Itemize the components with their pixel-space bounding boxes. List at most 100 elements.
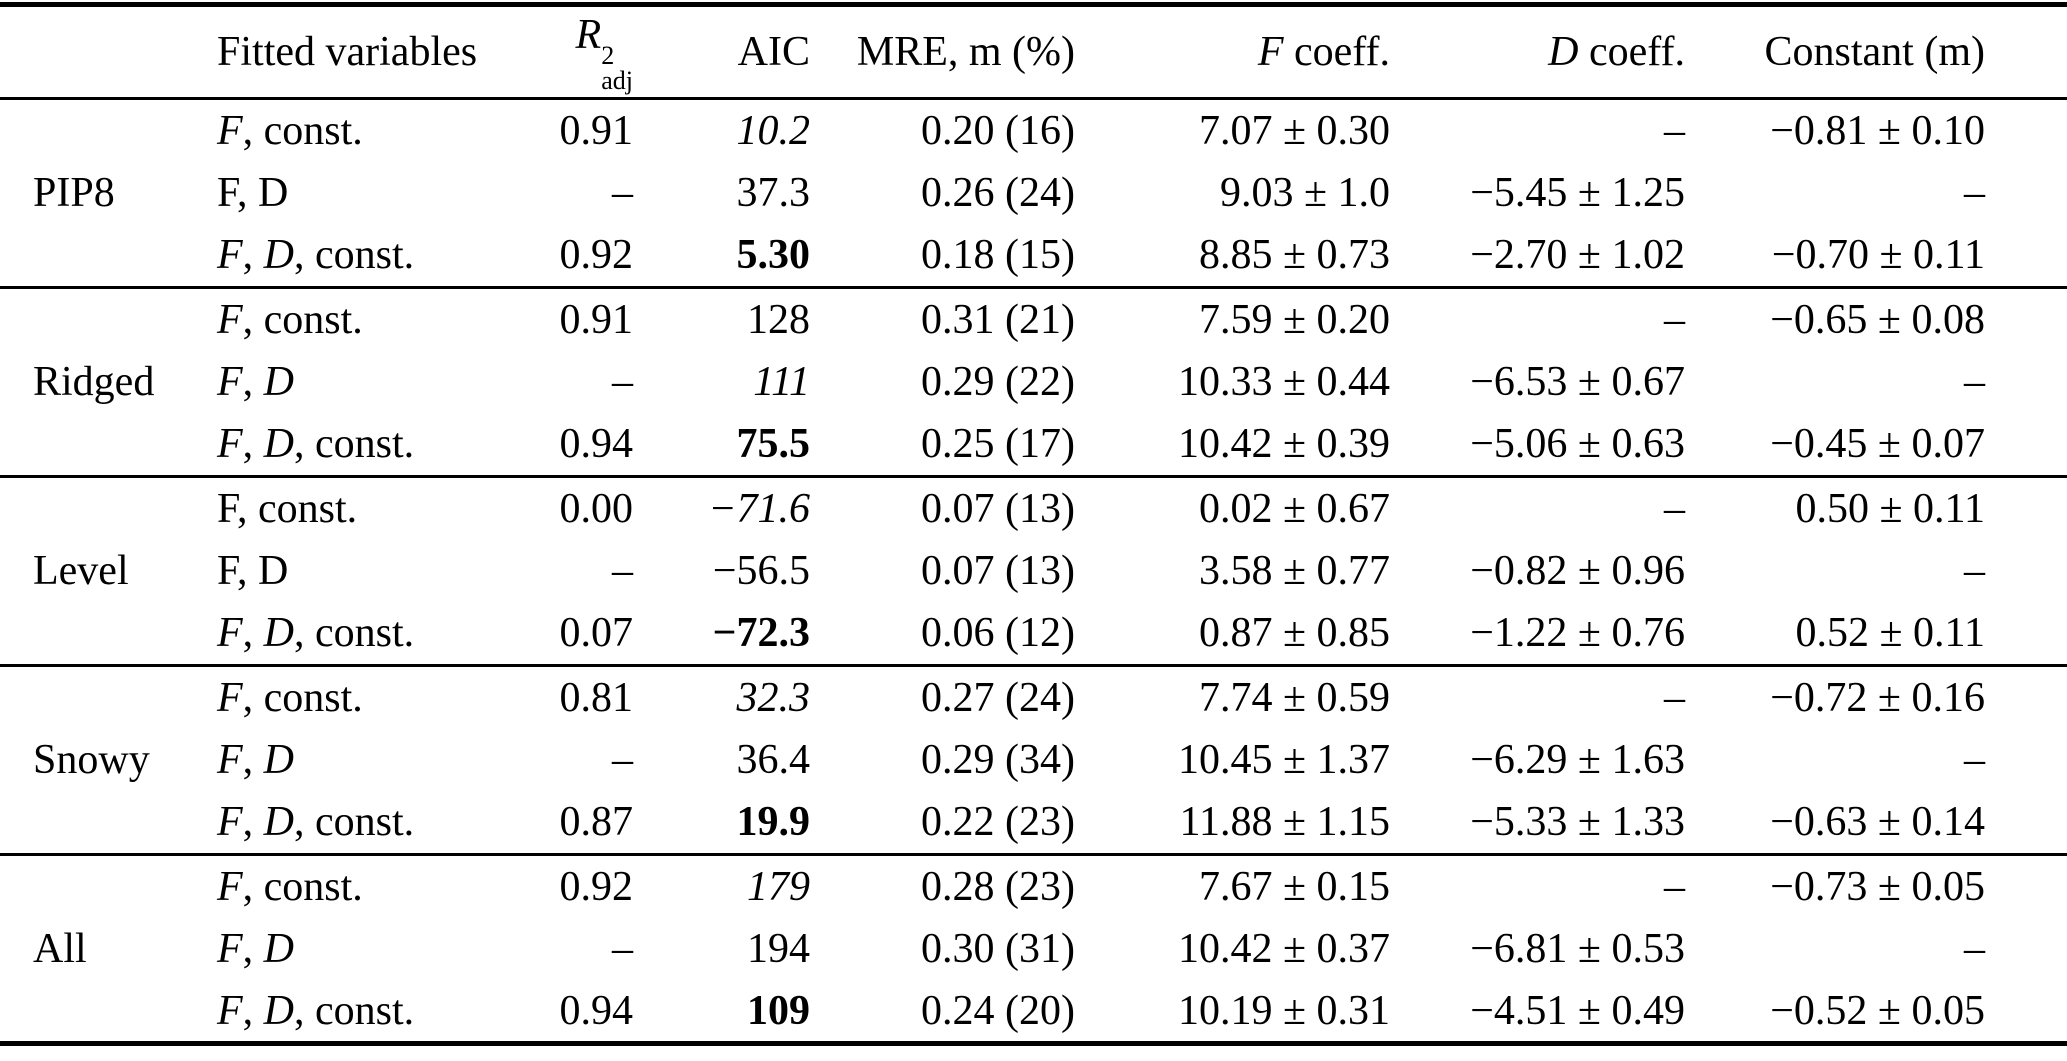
cell-f-coeff: 0.02 ± 0.67 — [1198, 485, 1390, 532]
column-header-mre: MRE, m (%) — [856, 29, 1075, 75]
cell-aic: −56.5 — [712, 548, 810, 594]
column-header-r2adj: R 2 adj — [575, 11, 633, 95]
cell-mre: 0.07 (13) — [921, 485, 1075, 532]
cell-r2adj: 0.91 — [559, 107, 634, 154]
cell-fitted-variables: F, D, const. — [217, 987, 415, 1034]
cell-fitted-variables: F, D, const. — [217, 421, 415, 468]
group-label: Snowy — [33, 737, 150, 783]
cell-fitted-variables: F, D, const. — [217, 610, 415, 657]
cell-mre: 0.26 (24) — [921, 170, 1075, 216]
cell-r2adj: – — [612, 548, 633, 594]
cell-fitted-variables: F, D, const. — [217, 232, 415, 279]
cell-mre: 0.20 (16) — [921, 107, 1075, 154]
cell-r2adj: 0.92 — [559, 863, 634, 910]
cell-f-coeff: 10.42 ± 0.39 — [1177, 421, 1390, 468]
group-snowy: Snowy F, const. 0.81 32.3 0.27 (24) 7.74 ± 0.… — [0, 665, 2067, 855]
cell-mre: 0.30 (31) — [921, 926, 1075, 972]
cell-mre: 0.06 (12) — [921, 610, 1075, 657]
cell-aic: 10.2 — [736, 107, 811, 154]
cell-f-coeff: 11.88 ± 1.15 — [1179, 799, 1391, 846]
table-row: F, D, const. 0.07 −72.3 0.06 (12) 0.87 ± 0.8… — [0, 603, 2067, 666]
cell-constant: −0.45 ± 0.07 — [1770, 421, 1985, 468]
cell-aic: 37.3 — [736, 170, 811, 216]
table-row: PIP8 F, const. 0.91 10.2 0.20 (16) 7.07 ± 0.3… — [0, 99, 2067, 216]
cell-f-coeff: 3.58 ± 0.77 — [1198, 548, 1390, 594]
cell-mre: 0.25 (17) — [921, 421, 1075, 468]
cell-mre: 0.24 (20) — [921, 987, 1075, 1034]
cell-fitted-variables: F, D — [217, 170, 289, 216]
table-row: F, D, const. 0.94 75.5 0.25 (17) 10.42 ± 0.3… — [0, 414, 2067, 477]
header-row: Fitted variables R 2 adj AIC MRE, m (%) F … — [0, 5, 2067, 99]
cell-constant: −0.70 ± 0.11 — [1771, 232, 1985, 279]
cell-r2adj: – — [612, 737, 633, 783]
table-row: Level F, const. 0.00 −71.6 0.07 (13) 0.02 ± 0… — [0, 477, 2067, 594]
cell-constant: −0.73 ± 0.05 — [1770, 863, 1985, 910]
cell-d-coeff: −0.82 ± 0.96 — [1470, 548, 1685, 594]
cell-f-coeff: 10.19 ± 0.31 — [1177, 987, 1390, 1034]
group-pip8: PIP8 F, const. 0.91 10.2 0.20 (16) 7.07 ± 0.3… — [0, 98, 2067, 288]
table-header: Fitted variables R 2 adj AIC MRE, m (%) F … — [0, 5, 2067, 99]
cell-constant: – — [1964, 359, 1985, 405]
cell-aic: 194 — [747, 926, 810, 972]
table-row: F, D, const. 0.94 109 0.24 (20) 10.19 ± 0.31… — [0, 981, 2067, 1044]
cell-fitted-variables: F, D, const. — [217, 799, 415, 846]
cell-r2adj: 0.07 — [559, 610, 634, 657]
cell-r2adj: – — [612, 359, 633, 405]
cell-f-coeff: 10.45 ± 1.37 — [1177, 737, 1390, 783]
group-all: All F, const. 0.92 179 0.28 (23) 7.67 ± 0.15 –… — [0, 854, 2067, 1044]
table-row: F, D, const. 0.92 5.30 0.18 (15) 8.85 ± 0.73… — [0, 225, 2067, 288]
cell-aic: 128 — [747, 296, 810, 343]
cell-fitted-variables: F, D — [217, 737, 294, 783]
column-header-f-coeff: F coeff. — [1257, 29, 1390, 75]
cell-aic: 179 — [747, 863, 810, 910]
table-row: Ridged F, const. 0.91 128 0.31 (21) 7.59 ± 0.… — [0, 288, 2067, 405]
cell-constant: – — [1964, 548, 1985, 594]
cell-d-coeff: – — [1664, 674, 1685, 721]
cell-r2adj: 0.87 — [559, 799, 634, 846]
cell-f-coeff: 10.33 ± 0.44 — [1177, 359, 1390, 405]
cell-constant: – — [1964, 737, 1985, 783]
column-header-fitted-variables: Fitted variables — [217, 29, 478, 75]
table-row: F, D, const. 0.87 19.9 0.22 (23) 11.88 ± 1.1… — [0, 792, 2067, 855]
cell-d-coeff: −4.51 ± 0.49 — [1470, 987, 1685, 1034]
cell-mre: 0.07 (13) — [921, 548, 1075, 594]
table-row: Snowy F, const. 0.81 32.3 0.27 (24) 7.74 ± 0.… — [0, 666, 2067, 783]
cell-f-coeff: 7.07 ± 0.30 — [1198, 107, 1390, 154]
cell-d-coeff: −6.53 ± 0.67 — [1470, 359, 1685, 405]
cell-r2adj: 0.00 — [559, 485, 634, 532]
cell-constant: – — [1964, 170, 1985, 216]
cell-aic: −72.3 — [712, 610, 810, 657]
cell-fitted-variables: F, D — [217, 548, 289, 594]
cell-aic: 5.30 — [736, 232, 811, 279]
cell-f-coeff: 7.67 ± 0.15 — [1198, 863, 1390, 910]
cell-constant: 0.50 ± 0.11 — [1795, 485, 1986, 532]
group-label: Level — [33, 548, 129, 594]
cell-aic: 36.4 — [736, 737, 811, 783]
cell-mre: 0.29 (34) — [921, 737, 1075, 783]
cell-f-coeff: 8.85 ± 0.73 — [1198, 232, 1390, 279]
cell-r2adj: 0.92 — [559, 232, 634, 279]
cell-d-coeff: −6.81 ± 0.53 — [1470, 926, 1685, 972]
table-row: F, D – 194 0.30 (31) 10.42 ± 0.37 −6.81 ± 0.5… — [0, 918, 2067, 981]
cell-constant: −0.65 ± 0.08 — [1770, 296, 1985, 343]
column-header-constant: Constant (m) — [1764, 29, 1985, 75]
cell-mre: 0.28 (23) — [921, 863, 1075, 910]
cell-d-coeff: – — [1664, 485, 1685, 532]
column-header-aic: AIC — [737, 29, 810, 75]
column-header-d-coeff: D coeff. — [1548, 29, 1685, 75]
cell-fitted-variables: F, const. — [217, 296, 363, 343]
cell-r2adj: – — [612, 926, 633, 972]
cell-constant: −0.81 ± 0.10 — [1770, 107, 1985, 154]
cell-aic: 109 — [747, 987, 810, 1034]
cell-fitted-variables: F, D — [217, 359, 294, 405]
cell-fitted-variables: F, const. — [217, 107, 363, 154]
cell-constant: −0.63 ± 0.14 — [1770, 799, 1985, 846]
cell-f-coeff: 7.74 ± 0.59 — [1198, 674, 1390, 721]
cell-r2adj: 0.94 — [559, 421, 634, 468]
table-row: F, D – −56.5 0.07 (13) 3.58 ± 0.77 −0.82 ± 0.… — [0, 540, 2067, 603]
cell-d-coeff: −5.33 ± 1.33 — [1470, 799, 1685, 846]
cell-d-coeff: – — [1664, 296, 1685, 343]
cell-fitted-variables: F, const. — [217, 485, 358, 532]
group-ridged: Ridged F, const. 0.91 128 0.31 (21) 7.59 ± 0.… — [0, 287, 2067, 477]
cell-constant: 0.52 ± 0.11 — [1795, 610, 1986, 657]
